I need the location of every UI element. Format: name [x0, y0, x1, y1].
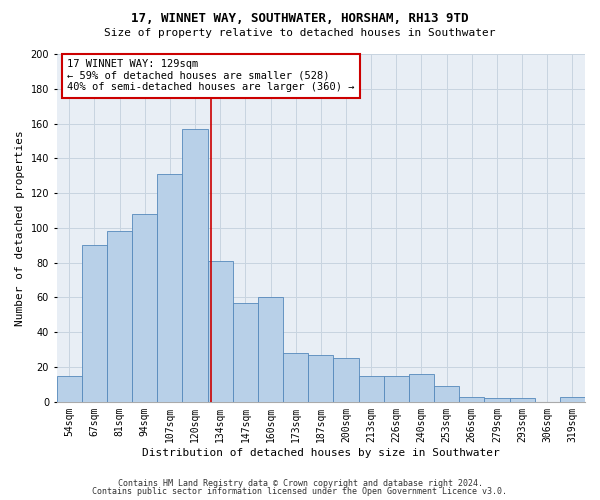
Bar	[409, 374, 434, 402]
X-axis label: Distribution of detached houses by size in Southwater: Distribution of detached houses by size …	[142, 448, 500, 458]
Bar	[258, 298, 283, 402]
Bar	[334, 358, 359, 402]
Bar	[82, 246, 107, 402]
Bar	[233, 302, 258, 402]
Bar	[132, 214, 157, 402]
Bar	[459, 396, 484, 402]
Bar	[283, 353, 308, 402]
Bar	[308, 355, 334, 402]
Bar	[208, 261, 233, 402]
Bar	[182, 129, 208, 402]
Text: Contains HM Land Registry data © Crown copyright and database right 2024.: Contains HM Land Registry data © Crown c…	[118, 478, 482, 488]
Bar	[560, 396, 585, 402]
Bar	[434, 386, 459, 402]
Bar	[56, 376, 82, 402]
Bar	[107, 232, 132, 402]
Bar	[509, 398, 535, 402]
Bar	[157, 174, 182, 402]
Bar	[484, 398, 509, 402]
Text: Contains public sector information licensed under the Open Government Licence v3: Contains public sector information licen…	[92, 487, 508, 496]
Y-axis label: Number of detached properties: Number of detached properties	[15, 130, 25, 326]
Bar	[359, 376, 384, 402]
Text: Size of property relative to detached houses in Southwater: Size of property relative to detached ho…	[104, 28, 496, 38]
Text: 17, WINNET WAY, SOUTHWATER, HORSHAM, RH13 9TD: 17, WINNET WAY, SOUTHWATER, HORSHAM, RH1…	[131, 12, 469, 26]
Text: 17 WINNET WAY: 129sqm
← 59% of detached houses are smaller (528)
40% of semi-det: 17 WINNET WAY: 129sqm ← 59% of detached …	[67, 59, 355, 92]
Bar	[384, 376, 409, 402]
